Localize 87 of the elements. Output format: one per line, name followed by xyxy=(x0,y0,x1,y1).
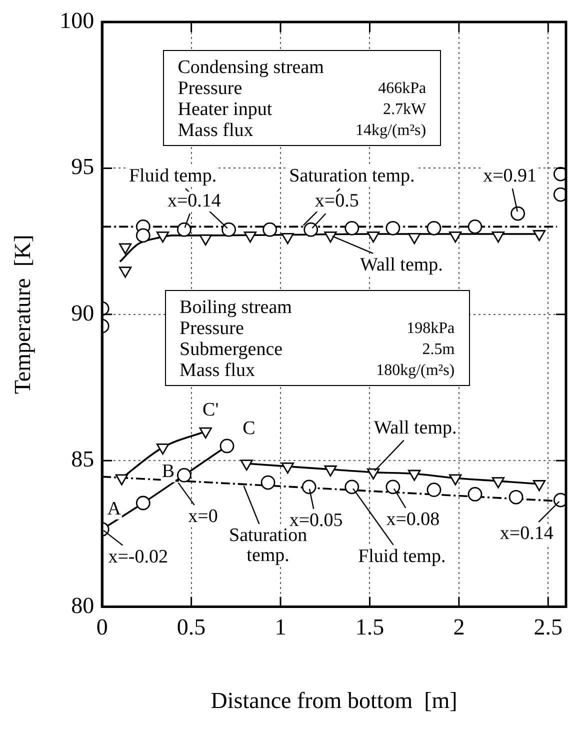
annotation: x=0.14 xyxy=(167,190,222,212)
point xyxy=(366,468,380,480)
annotation: Submergence xyxy=(180,338,283,360)
point xyxy=(304,222,318,237)
point xyxy=(199,234,212,246)
point xyxy=(408,232,421,244)
annotation: Saturation temp. xyxy=(229,524,308,566)
x-tick-label: 2 xyxy=(453,614,465,640)
annotation: Heater input xyxy=(178,98,272,120)
annotation: Wall temp. xyxy=(360,254,443,276)
point xyxy=(324,232,337,243)
point xyxy=(386,220,400,236)
point xyxy=(468,219,482,234)
point xyxy=(244,232,257,243)
annotation: Fluid temp. xyxy=(128,166,217,187)
point xyxy=(344,220,360,236)
point xyxy=(136,228,150,243)
annotation: 198kPa xyxy=(406,318,455,339)
point xyxy=(468,487,482,502)
point xyxy=(118,266,132,278)
y-axis-title: Temperature [K] xyxy=(10,234,35,394)
y-tick-label: 80 xyxy=(71,592,94,618)
point xyxy=(240,460,253,471)
annotation: x=0.08 xyxy=(386,508,440,530)
annotation: Saturation temp. xyxy=(289,166,415,187)
annotation: 14kg/(m²s) xyxy=(356,120,426,141)
point xyxy=(532,480,546,492)
point xyxy=(426,220,442,236)
point xyxy=(281,462,294,474)
point xyxy=(386,480,400,494)
x-tick-label: 2.5 xyxy=(534,614,563,640)
annotation: Boiling stream xyxy=(180,296,293,318)
point xyxy=(281,232,294,244)
point xyxy=(302,480,316,494)
point xyxy=(492,232,505,243)
annotation: Condensing stream xyxy=(178,56,325,78)
annotation: 466kPa xyxy=(378,78,426,99)
y-tick-label: 90 xyxy=(71,300,94,326)
point xyxy=(426,482,442,498)
annotation: 2.5m xyxy=(422,340,455,360)
annotation: x=0.14 xyxy=(500,523,554,544)
x-tick-label: 0.5 xyxy=(176,614,206,640)
point xyxy=(366,232,380,243)
point xyxy=(199,427,212,439)
annotation: x=0 xyxy=(188,506,218,528)
annotation: x=0.91 xyxy=(483,166,537,187)
point xyxy=(344,480,360,494)
point xyxy=(115,474,128,486)
annotation: Fluid temp. xyxy=(358,546,446,567)
point xyxy=(176,222,192,237)
point xyxy=(156,443,170,455)
point xyxy=(260,475,276,490)
point xyxy=(408,470,421,481)
point xyxy=(324,465,337,477)
annotation: Pressure xyxy=(180,318,244,339)
point xyxy=(510,206,526,221)
y-tick-label: 95 xyxy=(71,154,94,180)
annotation: Wall temp. xyxy=(374,417,457,438)
point xyxy=(136,496,150,510)
annotation: 2.7kW xyxy=(382,100,426,120)
annotation: x=0.5 xyxy=(314,190,359,212)
annotation: C xyxy=(242,418,256,439)
x-tick-label: 1.5 xyxy=(355,614,384,640)
point xyxy=(532,230,546,242)
y-tick-label: 100 xyxy=(60,8,94,34)
annotation: Pressure xyxy=(178,78,242,99)
annotation: B xyxy=(162,461,175,482)
x-tick-label: 1 xyxy=(274,614,286,640)
point xyxy=(508,490,524,504)
annotation: A xyxy=(107,498,122,520)
point xyxy=(492,477,505,488)
x-axis-title: Distance from bottom [m] xyxy=(210,688,458,714)
annotation: 180kg/(m²s) xyxy=(376,360,455,381)
annotation: Mass flux xyxy=(180,360,256,381)
annotation: C' xyxy=(202,399,219,420)
point xyxy=(220,438,234,454)
point xyxy=(156,232,170,243)
point xyxy=(176,468,192,482)
annotation: Mass flux xyxy=(178,120,254,141)
point xyxy=(222,222,236,237)
point xyxy=(449,232,462,243)
annotation: x=-0.02 xyxy=(108,546,168,568)
point xyxy=(449,474,462,486)
point xyxy=(262,222,278,237)
point xyxy=(118,243,132,254)
y-tick-label: 85 xyxy=(71,446,94,472)
x-tick-label: 0 xyxy=(96,614,108,640)
